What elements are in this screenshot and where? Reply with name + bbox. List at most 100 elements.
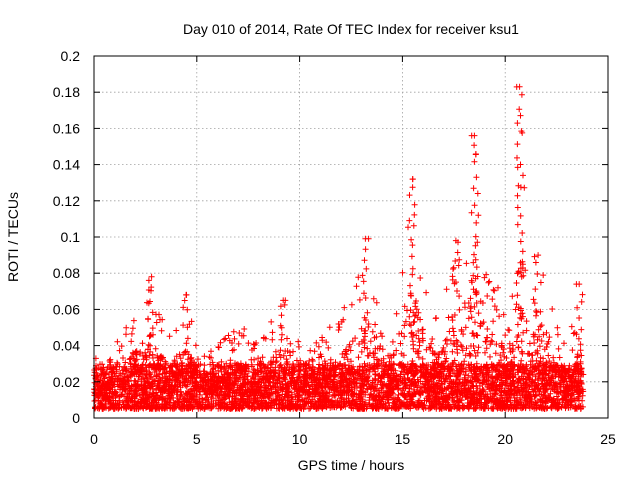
data-point (535, 404, 542, 410)
data-point (360, 382, 367, 388)
data-point (148, 399, 155, 406)
data-point (407, 307, 414, 314)
data-point (232, 374, 239, 381)
data-point (181, 375, 188, 381)
data-point (253, 387, 259, 394)
data-point (309, 356, 316, 363)
data-point (187, 379, 193, 386)
data-point (402, 318, 409, 325)
data-point (98, 372, 104, 378)
data-point (361, 363, 368, 370)
data-point (283, 391, 290, 398)
data-point (478, 395, 485, 402)
data-point (502, 394, 509, 401)
data-point (541, 381, 548, 388)
data-point (427, 370, 434, 377)
data-point (445, 314, 452, 321)
data-point (517, 314, 524, 321)
data-point (343, 389, 350, 396)
data-point (229, 340, 235, 346)
data-points (91, 83, 587, 412)
data-point (447, 367, 454, 373)
data-point (454, 393, 461, 400)
data-point (270, 366, 277, 373)
data-point (416, 339, 423, 346)
data-point (432, 367, 439, 374)
data-point (493, 306, 500, 313)
data-point (342, 348, 349, 354)
data-point (196, 388, 203, 395)
data-point (556, 354, 563, 361)
data-point (535, 326, 542, 333)
data-point (477, 390, 483, 397)
data-point (484, 293, 491, 299)
data-point (249, 347, 255, 353)
data-point (423, 289, 430, 296)
data-point (550, 354, 557, 361)
data-point (489, 338, 496, 345)
data-point (412, 403, 419, 410)
data-point (371, 354, 377, 361)
data-point (183, 365, 190, 372)
data-point (556, 384, 563, 390)
data-point (193, 398, 200, 405)
data-point (452, 402, 459, 409)
data-point (417, 374, 424, 381)
data-point (273, 396, 280, 403)
data-point (182, 382, 189, 389)
data-point (373, 397, 380, 403)
data-point (341, 304, 348, 311)
data-point (203, 371, 210, 378)
data-point (556, 403, 563, 410)
data-point (198, 404, 205, 411)
data-point (413, 367, 420, 374)
data-point (433, 380, 440, 386)
data-point (498, 377, 505, 384)
data-point (193, 380, 199, 386)
data-point (122, 387, 129, 393)
data-point (457, 368, 463, 375)
data-point (411, 211, 418, 218)
data-point (419, 335, 426, 342)
data-point (344, 356, 351, 363)
data-point (353, 283, 360, 290)
data-point (159, 396, 166, 403)
data-point (371, 334, 378, 341)
data-point (187, 355, 194, 362)
data-point (249, 381, 256, 388)
data-point (537, 323, 544, 330)
data-point (115, 383, 121, 390)
data-point (249, 404, 256, 411)
data-point (554, 324, 561, 331)
data-point (301, 371, 308, 378)
data-point (296, 373, 303, 380)
data-point (532, 392, 539, 399)
data-point (270, 397, 277, 404)
data-point (573, 331, 580, 338)
data-point (349, 391, 356, 398)
data-point (516, 375, 523, 382)
data-point (173, 391, 180, 398)
data-point (382, 382, 389, 389)
data-point (512, 397, 519, 404)
data-point (466, 352, 473, 359)
data-point (467, 378, 474, 385)
data-point (368, 384, 375, 391)
data-point (572, 397, 579, 404)
data-point (389, 338, 396, 345)
data-point (424, 369, 431, 376)
data-point (491, 287, 498, 294)
data-point (172, 382, 179, 389)
data-point (100, 364, 107, 371)
data-point (294, 390, 301, 397)
data-point (207, 378, 213, 385)
data-point (171, 358, 178, 365)
data-point (319, 364, 326, 371)
data-point (546, 358, 553, 365)
data-point (371, 388, 378, 395)
data-point (396, 399, 403, 406)
data-point (136, 383, 143, 390)
data-point (157, 355, 164, 362)
data-point (321, 358, 328, 365)
data-point (504, 361, 511, 368)
